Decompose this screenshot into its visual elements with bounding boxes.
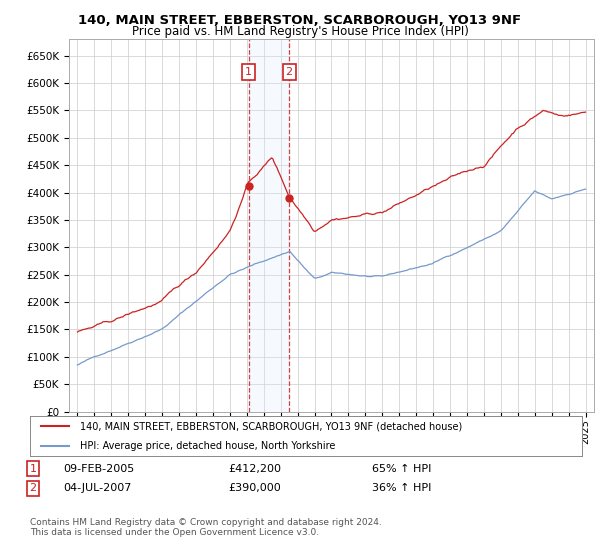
Text: 1: 1 <box>29 464 37 474</box>
Text: Contains HM Land Registry data © Crown copyright and database right 2024.
This d: Contains HM Land Registry data © Crown c… <box>30 518 382 538</box>
Text: 04-JUL-2007: 04-JUL-2007 <box>63 483 131 493</box>
Text: HPI: Average price, detached house, North Yorkshire: HPI: Average price, detached house, Nort… <box>80 441 335 451</box>
Text: £390,000: £390,000 <box>228 483 281 493</box>
Text: 65% ↑ HPI: 65% ↑ HPI <box>372 464 431 474</box>
Text: 2: 2 <box>286 67 293 77</box>
Text: 09-FEB-2005: 09-FEB-2005 <box>63 464 134 474</box>
Text: 36% ↑ HPI: 36% ↑ HPI <box>372 483 431 493</box>
Text: Price paid vs. HM Land Registry's House Price Index (HPI): Price paid vs. HM Land Registry's House … <box>131 25 469 38</box>
Bar <box>248 39 289 412</box>
Text: 140, MAIN STREET, EBBERSTON, SCARBOROUGH, YO13 9NF (detached house): 140, MAIN STREET, EBBERSTON, SCARBOROUGH… <box>80 421 462 431</box>
Text: 140, MAIN STREET, EBBERSTON, SCARBOROUGH, YO13 9NF: 140, MAIN STREET, EBBERSTON, SCARBOROUGH… <box>79 14 521 27</box>
Text: £412,200: £412,200 <box>228 464 281 474</box>
Text: 2: 2 <box>29 483 37 493</box>
Text: 1: 1 <box>245 67 252 77</box>
